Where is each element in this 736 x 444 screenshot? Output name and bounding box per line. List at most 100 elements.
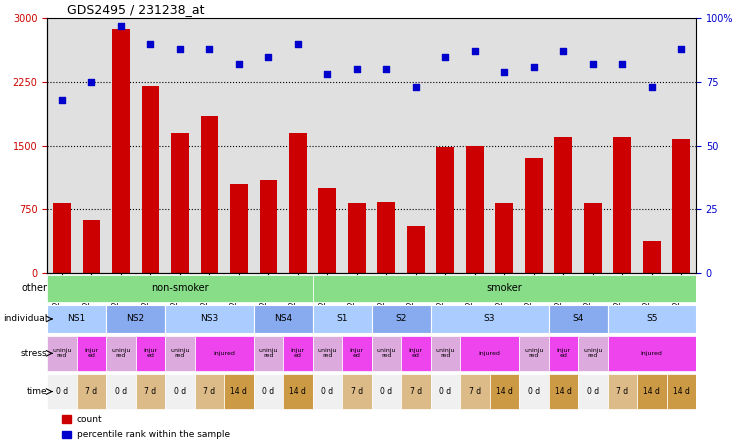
FancyBboxPatch shape [106, 336, 135, 371]
FancyBboxPatch shape [607, 374, 637, 409]
Point [381, 66, 392, 73]
FancyBboxPatch shape [342, 374, 372, 409]
Text: uninju
red: uninju red [111, 349, 130, 358]
Bar [378, 202, 395, 273]
FancyBboxPatch shape [607, 305, 696, 333]
FancyBboxPatch shape [313, 305, 372, 333]
Bar [141, 86, 159, 273]
FancyBboxPatch shape [283, 374, 313, 409]
FancyBboxPatch shape [372, 336, 401, 371]
Text: 14 d: 14 d [673, 387, 690, 396]
Bar [495, 202, 513, 273]
Text: 0 d: 0 d [381, 387, 392, 396]
Text: percentile rank within the sample: percentile rank within the sample [77, 430, 230, 439]
Point [56, 96, 68, 103]
Bar [613, 137, 631, 273]
Bar [673, 139, 690, 273]
Text: 7 d: 7 d [410, 387, 422, 396]
FancyBboxPatch shape [667, 374, 696, 409]
Text: 0 d: 0 d [322, 387, 333, 396]
Text: time: time [26, 387, 47, 396]
Point [410, 83, 422, 91]
FancyBboxPatch shape [77, 336, 106, 371]
Text: NS2: NS2 [127, 314, 145, 323]
Point [203, 45, 215, 52]
Text: 7 d: 7 d [144, 387, 157, 396]
Point [233, 61, 245, 68]
Bar [436, 147, 454, 273]
FancyBboxPatch shape [254, 305, 313, 333]
FancyBboxPatch shape [135, 336, 165, 371]
Text: 0 d: 0 d [174, 387, 186, 396]
Text: count: count [77, 415, 102, 424]
Text: injur
ed: injur ed [350, 349, 364, 358]
Text: uninju
red: uninju red [436, 349, 455, 358]
Text: S4: S4 [573, 314, 584, 323]
Bar [584, 202, 601, 273]
Text: uninju
red: uninju red [52, 349, 71, 358]
FancyBboxPatch shape [460, 374, 489, 409]
Point [469, 48, 481, 55]
Text: injur
ed: injur ed [556, 349, 570, 358]
Point [115, 23, 127, 30]
Text: other: other [21, 283, 47, 293]
FancyBboxPatch shape [47, 305, 106, 333]
Bar [53, 203, 71, 273]
FancyBboxPatch shape [431, 336, 460, 371]
FancyBboxPatch shape [194, 336, 254, 371]
Text: injured: injured [641, 351, 662, 356]
FancyBboxPatch shape [106, 305, 165, 333]
Text: 0 d: 0 d [115, 387, 127, 396]
Text: S5: S5 [646, 314, 657, 323]
Text: non-smoker: non-smoker [151, 283, 209, 293]
Point [85, 79, 97, 86]
Bar [289, 133, 307, 273]
FancyBboxPatch shape [283, 336, 313, 371]
Bar [260, 180, 277, 273]
Point [616, 61, 628, 68]
Text: 7 d: 7 d [616, 387, 629, 396]
Bar [200, 116, 218, 273]
Text: 14 d: 14 d [496, 387, 513, 396]
Point [498, 68, 510, 75]
Point [646, 83, 658, 91]
Text: S1: S1 [336, 314, 348, 323]
FancyBboxPatch shape [165, 305, 254, 333]
Text: 7 d: 7 d [203, 387, 216, 396]
FancyBboxPatch shape [165, 374, 194, 409]
Bar [62, 431, 71, 438]
FancyBboxPatch shape [519, 374, 548, 409]
Text: smoker: smoker [486, 283, 522, 293]
Bar [554, 137, 572, 273]
FancyBboxPatch shape [313, 374, 342, 409]
Text: 0 d: 0 d [56, 387, 68, 396]
Text: NS3: NS3 [200, 314, 219, 323]
FancyBboxPatch shape [342, 336, 372, 371]
FancyBboxPatch shape [431, 374, 460, 409]
Text: uninju
red: uninju red [583, 349, 603, 358]
FancyBboxPatch shape [637, 374, 667, 409]
Point [557, 48, 569, 55]
FancyBboxPatch shape [607, 336, 696, 371]
FancyBboxPatch shape [194, 374, 224, 409]
Bar [230, 184, 248, 273]
Text: GDS2495 / 231238_at: GDS2495 / 231238_at [67, 3, 204, 16]
FancyBboxPatch shape [135, 374, 165, 409]
FancyBboxPatch shape [313, 336, 342, 371]
Bar [319, 188, 336, 273]
Text: 14 d: 14 d [643, 387, 660, 396]
Text: 14 d: 14 d [555, 387, 572, 396]
Bar [407, 226, 425, 273]
FancyBboxPatch shape [548, 305, 607, 333]
Bar [82, 220, 100, 273]
FancyBboxPatch shape [578, 336, 607, 371]
Text: individual: individual [3, 314, 47, 323]
Text: NS4: NS4 [274, 314, 292, 323]
Text: uninju
red: uninju red [170, 349, 190, 358]
Text: S2: S2 [395, 314, 407, 323]
Bar [348, 202, 366, 273]
Text: injur
ed: injur ed [408, 349, 423, 358]
FancyBboxPatch shape [548, 374, 578, 409]
Bar [525, 159, 542, 273]
Text: stress: stress [21, 349, 47, 358]
